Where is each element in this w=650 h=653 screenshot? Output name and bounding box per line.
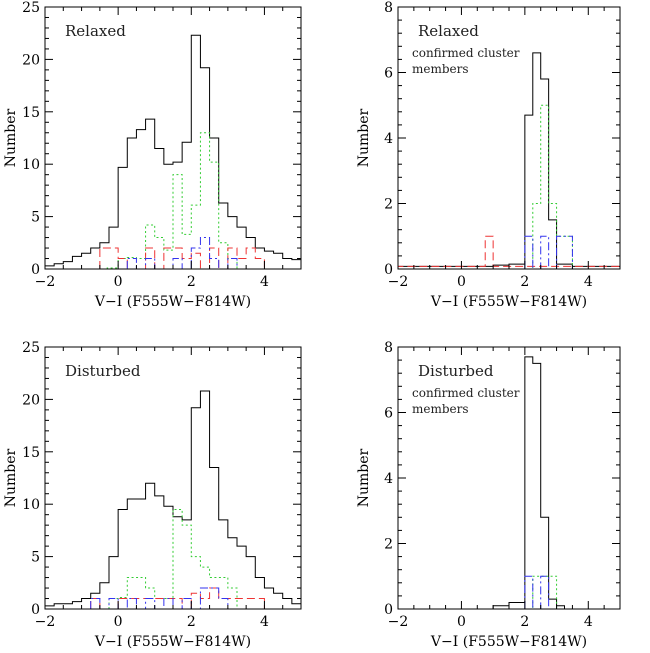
x-tick-label: 2 [520,614,529,630]
histogram-series-dashdot [524,575,557,609]
y-tick-label: 0 [384,602,393,618]
x-tick-label: 0 [114,614,123,630]
panel-label: Relaxed [65,22,126,40]
histogram-series-dashed [90,587,265,609]
x-tick-label: 4 [260,274,269,290]
x-tick-label: 0 [457,274,466,290]
histogram-series-dashdot [524,235,573,269]
histogram-series-solid [492,356,573,609]
y-tick-label: 25 [22,0,40,16]
x-tick-label: −2 [35,274,56,290]
x-tick-label: 2 [520,274,529,290]
y-tick-label: 25 [22,340,40,356]
x-tick-label: 2 [187,614,196,630]
x-tick-label: 4 [584,614,593,630]
panel-sublabel: confirmed cluster [412,386,520,400]
x-tick-label: 0 [457,614,466,630]
panel-sublabel: confirmed cluster [412,46,520,60]
y-tick-label: 4 [384,471,393,487]
histogram-series-dotted [106,132,247,269]
y-tick-label: 2 [384,197,393,213]
y-axis-label: Number [3,108,19,167]
y-axis-label: Number [3,448,19,507]
y-axis-label: Number [356,448,372,507]
histogram-series-solid [45,34,301,269]
y-axis-label: Number [356,108,372,167]
y-tick-label: 10 [22,157,40,173]
x-tick-label: −2 [35,614,56,630]
x-axis-label: V−I (F555W−F814W) [430,294,587,310]
y-tick-label: 6 [384,66,393,82]
y-tick-label: 20 [22,392,40,408]
y-tick-label: 15 [22,445,40,461]
y-tick-label: 0 [384,262,393,278]
y-tick-label: 5 [31,550,40,566]
y-tick-label: 2 [384,537,393,553]
y-tick-label: 20 [22,52,40,68]
y-tick-label: 4 [384,131,393,147]
y-tick-label: 10 [22,497,40,513]
panel-sublabel: members [412,402,469,416]
histogram-series-dotted [524,575,565,609]
panel-label: Relaxed [418,22,479,40]
x-axis-label: V−I (F555W−F814W) [94,634,251,650]
x-tick-label: 0 [114,274,123,290]
panel-label: Disturbed [65,362,141,380]
x-tick-label: −2 [388,614,409,630]
histogram-series-dashdot [90,587,229,609]
y-tick-label: 15 [22,105,40,121]
histogram-series-solid [398,52,620,269]
x-tick-label: 4 [584,274,593,290]
y-tick-label: 0 [31,602,40,618]
y-tick-label: 5 [31,210,40,226]
panel-sublabel: members [412,62,469,76]
y-tick-label: 8 [384,340,393,356]
y-tick-label: 8 [384,0,393,16]
x-axis-label: V−I (F555W−F814W) [94,294,251,310]
histogram-series-solid [45,390,301,609]
x-axis-label: V−I (F555W−F814W) [430,634,587,650]
x-tick-label: 2 [187,274,196,290]
x-tick-label: 4 [260,614,269,630]
histogram-series-dotted [108,508,238,609]
y-tick-label: 6 [384,406,393,422]
panel-label: Disturbed [418,362,494,380]
x-tick-label: −2 [388,274,409,290]
y-tick-label: 0 [31,262,40,278]
